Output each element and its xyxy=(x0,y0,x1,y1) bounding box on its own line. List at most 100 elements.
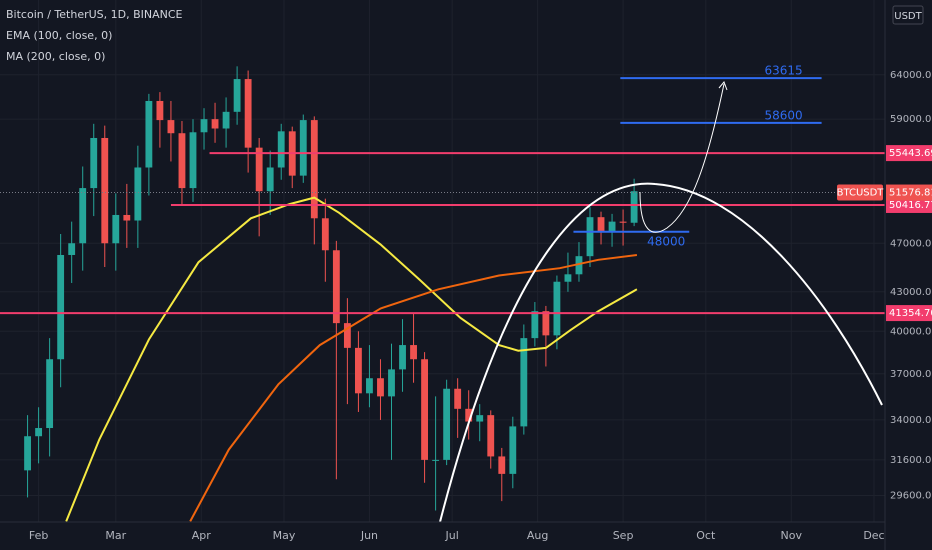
candle-body xyxy=(354,347,362,394)
x-tick-label: Jun xyxy=(360,529,378,542)
candle-body xyxy=(619,221,627,223)
candle-body xyxy=(608,221,616,232)
x-tick-label: Mar xyxy=(105,529,126,542)
x-tick-label: Jul xyxy=(445,529,459,542)
chart-title: Bitcoin / TetherUS, 1D, BINANCE xyxy=(6,8,183,21)
candle-body xyxy=(35,428,43,437)
candle-body xyxy=(211,119,219,129)
target-label: 48000 xyxy=(647,234,685,248)
y-tick-label: 64000.00 xyxy=(890,70,932,81)
candle-body xyxy=(145,100,153,168)
candle-body xyxy=(79,188,87,244)
target-label: 63615 xyxy=(764,64,802,78)
candle-body xyxy=(586,217,594,257)
candle-body xyxy=(388,369,395,397)
candle-body xyxy=(575,256,583,275)
candle-body xyxy=(564,274,572,282)
indicator-line xyxy=(65,196,638,522)
candle-body xyxy=(399,345,406,370)
symbol-tag xyxy=(837,184,883,201)
candle-body xyxy=(68,243,76,255)
candle-body xyxy=(454,388,462,409)
x-tick-label: Feb xyxy=(29,529,48,542)
candle-body xyxy=(410,345,417,360)
x-tick-label: May xyxy=(273,529,296,542)
candle-body xyxy=(178,133,186,189)
plot: 63615 58600 48000 xyxy=(0,64,885,522)
last-price-tag-label: 51576.81 xyxy=(889,188,932,199)
candle-body xyxy=(112,214,120,244)
candle-body xyxy=(57,254,65,360)
y-tick-label: 47000.00 xyxy=(890,238,932,249)
last-price-tag xyxy=(886,184,932,201)
candle-body xyxy=(509,426,517,474)
candle-body xyxy=(167,120,175,134)
candle-body xyxy=(222,111,230,129)
candle-body xyxy=(244,79,252,148)
grid xyxy=(0,0,885,522)
unit-box[interactable] xyxy=(892,5,924,25)
candle-body xyxy=(310,120,318,219)
candle-body xyxy=(134,167,142,221)
candle-body xyxy=(520,338,528,427)
candle-body xyxy=(321,218,329,251)
candle-body xyxy=(465,408,473,422)
legend-entry: EMA (100, close, 0) xyxy=(6,29,112,42)
indicator-line xyxy=(189,254,638,522)
candle-body xyxy=(553,281,561,336)
x-tick-label: Sep xyxy=(613,529,634,542)
candle-body xyxy=(443,388,451,460)
candle-body xyxy=(277,131,285,168)
candle-body xyxy=(299,120,307,176)
candle-body xyxy=(332,250,340,324)
candle-body xyxy=(597,217,605,232)
level-tag-label: 55443.69 xyxy=(889,148,932,159)
candle-body xyxy=(531,311,539,339)
x-tick-label: Oct xyxy=(696,529,716,542)
y-tick-label: 34000.00 xyxy=(890,415,932,426)
y-tick-label: 40000.00 xyxy=(890,326,932,337)
symbol-tag-label: BTCUSDT xyxy=(837,188,885,199)
candle-body xyxy=(255,147,263,192)
axes: 64000.00 59000.00 47000.00 43000.00 40000.00… xyxy=(29,70,932,542)
candle-body xyxy=(542,311,550,336)
candle-body xyxy=(24,436,31,471)
level-tag-label: 41354.70 xyxy=(889,308,932,319)
candle-body xyxy=(630,191,638,223)
target-label: 58600 xyxy=(764,108,802,122)
level-tag-label: 50416.77 xyxy=(889,200,932,211)
level-tag xyxy=(886,145,932,162)
candle-body xyxy=(266,167,274,192)
candle-body xyxy=(366,378,373,394)
y-tick-label: 29600.00 xyxy=(890,491,932,502)
y-tick-label: 59000.00 xyxy=(890,114,932,125)
candle-body xyxy=(156,100,164,121)
arrow-drawing xyxy=(639,83,725,233)
arrow-head xyxy=(718,81,728,91)
unit-label[interactable]: USDT xyxy=(894,11,922,22)
candle-body xyxy=(123,214,131,221)
y-tick-label: 31600.00 xyxy=(890,455,932,466)
x-tick-label: Aug xyxy=(527,529,548,542)
candle-body xyxy=(476,415,484,422)
candle-body xyxy=(101,137,109,244)
candle-body xyxy=(233,79,241,112)
candle-body xyxy=(343,323,351,348)
x-tick-label: Nov xyxy=(781,529,803,542)
candle-body xyxy=(432,459,440,461)
legend-entry: MA (200, close, 0) xyxy=(6,50,105,63)
level-tag xyxy=(886,196,932,213)
arc-drawing xyxy=(439,182,883,523)
candle-body xyxy=(377,378,384,397)
candle-body xyxy=(46,359,54,429)
candle-body xyxy=(487,415,495,457)
y-tick-label: 37000.00 xyxy=(890,369,932,380)
candle-body xyxy=(90,137,98,189)
candle-body xyxy=(421,359,428,460)
y-tick-label: 43000.00 xyxy=(890,287,932,298)
candle-body xyxy=(189,132,197,189)
candle-body xyxy=(200,119,208,133)
